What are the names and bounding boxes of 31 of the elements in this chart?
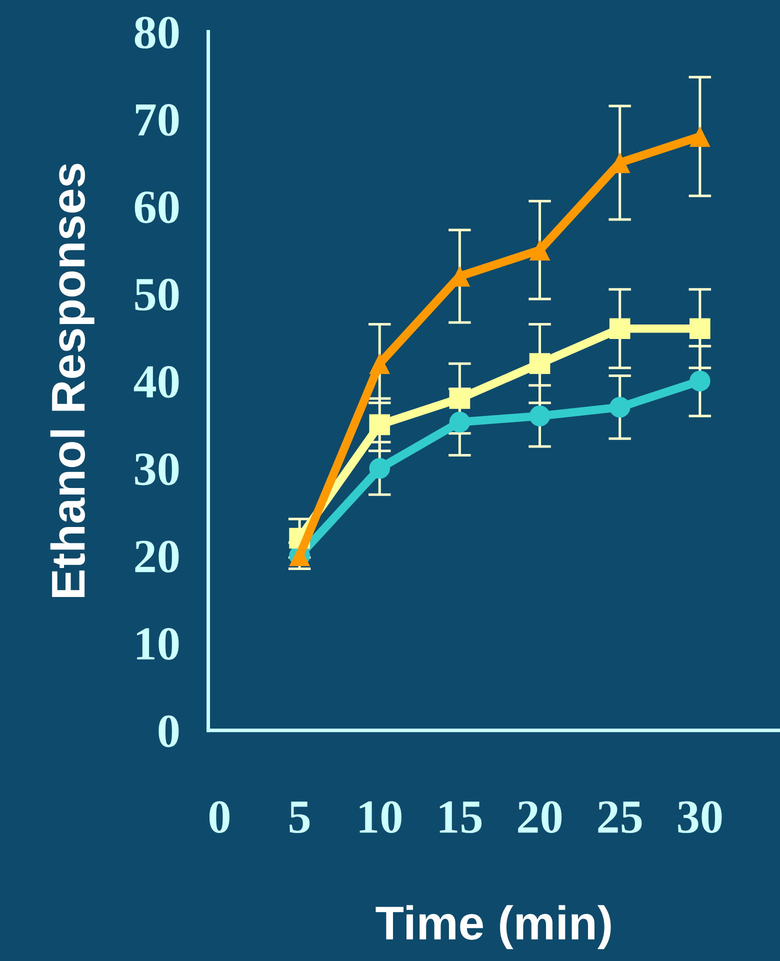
- x-tick-label: 0: [209, 801, 230, 834]
- point: [690, 126, 710, 147]
- point: [369, 458, 390, 479]
- point: [529, 240, 550, 260]
- point: [690, 370, 710, 392]
- y-tick-label: 40: [134, 366, 179, 398]
- point: [369, 353, 390, 374]
- point: [529, 353, 550, 374]
- y-tick-label: 20: [135, 540, 179, 573]
- x-axis-title: Time (min): [376, 905, 611, 950]
- x-tick-label: 5: [290, 802, 310, 834]
- point: [609, 318, 630, 340]
- y-axis-title: Ethanol Responses: [50, 164, 94, 597]
- point: [449, 412, 470, 432]
- point: [369, 414, 390, 436]
- y-tick-label: 70: [136, 104, 179, 136]
- point: [449, 388, 470, 409]
- x-tick-label: 15: [440, 801, 482, 834]
- point: [609, 396, 630, 418]
- x-tick-label: 10: [360, 801, 402, 834]
- x-tick-label: 30: [678, 801, 722, 834]
- point: [690, 318, 710, 340]
- y-tick-label: 30: [135, 453, 179, 486]
- y-tick-label: 10: [137, 628, 179, 660]
- x-tick-label: 20: [518, 801, 562, 834]
- y-tick-label: 0: [158, 715, 179, 748]
- y-tick-label: 50: [135, 278, 179, 311]
- point: [529, 406, 550, 426]
- x-tick-label: 25: [598, 801, 642, 834]
- y-tick-label: 80: [134, 16, 179, 49]
- y-tick-label: 60: [134, 191, 179, 224]
